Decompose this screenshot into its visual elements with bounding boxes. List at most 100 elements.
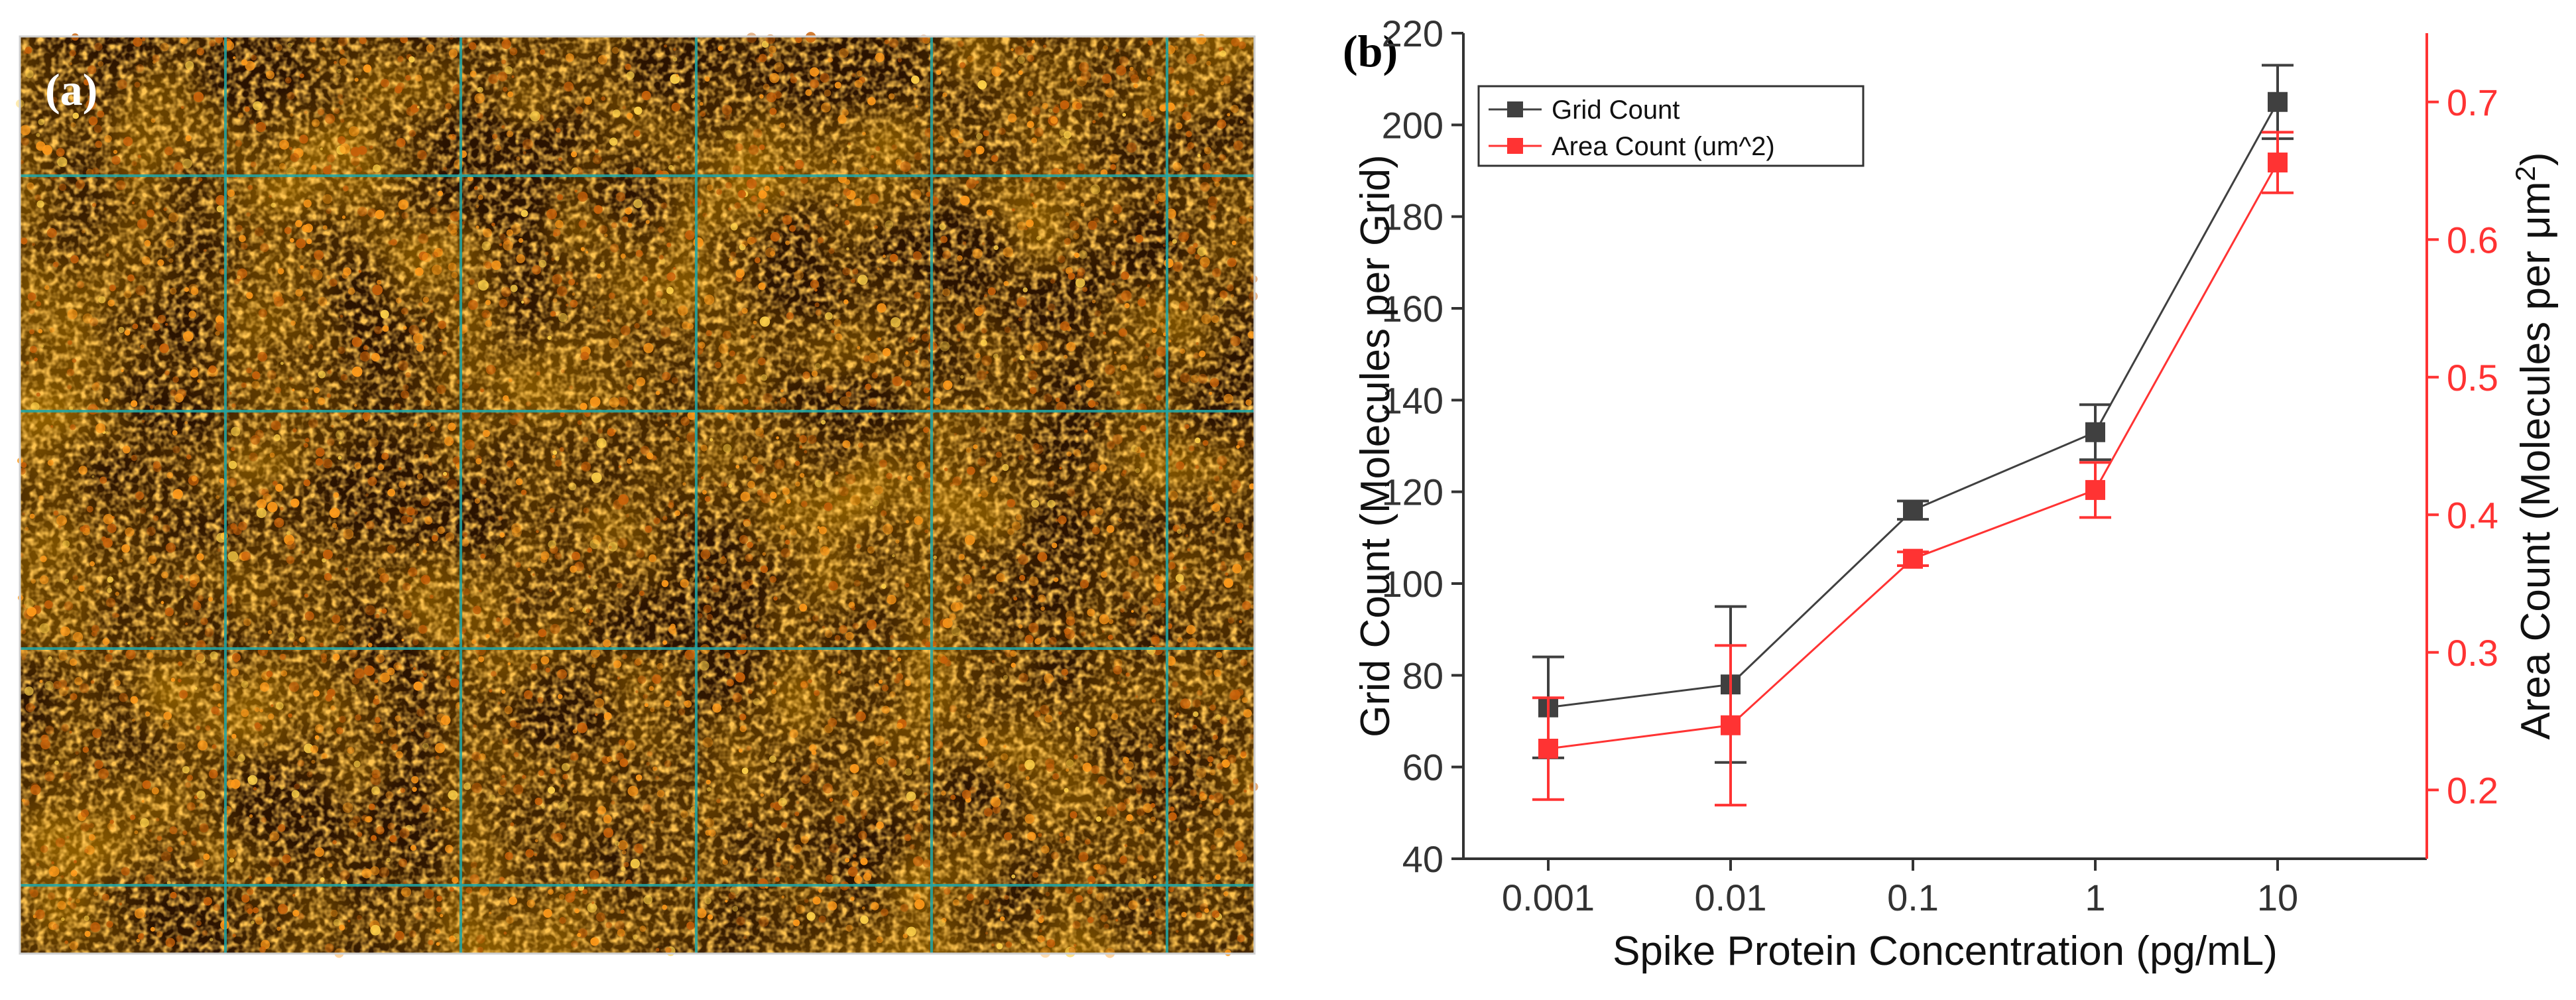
speckle [1184, 424, 1190, 429]
speckle [357, 832, 363, 838]
speckle [877, 267, 880, 271]
speckle [508, 378, 513, 383]
speckle [430, 426, 436, 432]
speckle [304, 594, 308, 598]
speckle [403, 881, 407, 885]
speckle [673, 267, 676, 270]
speckle [481, 241, 491, 251]
speckle [984, 294, 987, 298]
speckle [587, 903, 597, 913]
speckle [1223, 75, 1231, 84]
speckle [170, 678, 175, 682]
speckle [852, 790, 859, 797]
speckle [1005, 941, 1012, 948]
speckle [658, 255, 664, 260]
speckle [210, 938, 214, 942]
speckle [572, 167, 579, 175]
speckle [1156, 592, 1166, 603]
speckle [1231, 240, 1237, 245]
speckle [230, 779, 241, 789]
speckle [904, 583, 910, 588]
speckle [1213, 808, 1221, 816]
microscopy-image: (a) [15, 32, 1258, 958]
speckle [633, 934, 638, 940]
speckle [21, 462, 27, 468]
speckle [1122, 591, 1131, 599]
speckle [1056, 181, 1066, 190]
data-point [1903, 500, 1923, 521]
speckle [778, 798, 787, 806]
speckle [574, 189, 578, 193]
speckle [1169, 806, 1175, 812]
speckle [430, 207, 438, 214]
speckle [131, 454, 137, 462]
speckle [985, 932, 988, 935]
speckle [755, 624, 760, 629]
speckle [62, 771, 72, 781]
speckle [1193, 352, 1200, 359]
speckle [25, 361, 30, 365]
speckle [595, 912, 605, 922]
speckle [137, 933, 144, 940]
speckle [333, 492, 339, 498]
speckle [44, 600, 53, 609]
speckle [1128, 618, 1136, 627]
speckle [40, 845, 48, 853]
speckle [381, 78, 389, 88]
speckle [642, 298, 648, 306]
speckle [921, 333, 930, 342]
speckle [27, 182, 34, 190]
speckle [668, 164, 674, 170]
speckle [571, 151, 578, 158]
speckle [725, 670, 728, 674]
speckle [828, 248, 835, 254]
speckle [27, 607, 36, 617]
speckle [86, 99, 96, 110]
speckle [1209, 378, 1219, 387]
left-tick-label: 200 [1382, 104, 1443, 146]
speckle [1207, 491, 1213, 496]
speckle [351, 337, 362, 347]
speckle [69, 731, 72, 734]
speckle [1137, 298, 1146, 307]
speckle [104, 654, 113, 662]
speckle [1213, 792, 1224, 803]
speckle [439, 338, 442, 342]
speckle [249, 452, 258, 462]
speckle [814, 288, 818, 292]
speckle [1134, 412, 1137, 415]
speckle [1166, 208, 1176, 219]
speckle [552, 450, 558, 455]
speckle [740, 633, 747, 640]
speckle [874, 735, 885, 747]
speckle [1035, 909, 1041, 914]
speckle [1018, 317, 1022, 322]
speckle [253, 907, 259, 914]
speckle [193, 600, 199, 606]
speckle [834, 816, 841, 822]
speckle [495, 628, 500, 633]
speckle [671, 410, 678, 418]
speckle [1037, 935, 1045, 943]
speckle [347, 287, 355, 295]
speckle [450, 211, 461, 221]
speckle [130, 696, 139, 704]
speckle [1227, 617, 1235, 624]
speckle [107, 588, 113, 594]
speckle [271, 704, 274, 708]
speckle [78, 466, 88, 475]
speckle [1239, 216, 1247, 225]
speckle [401, 308, 408, 315]
speckle [401, 639, 404, 642]
speckle [45, 725, 54, 735]
speckle [1225, 572, 1229, 576]
speckle [61, 917, 65, 921]
speckle [401, 212, 409, 219]
speckle [515, 597, 522, 603]
speckle [949, 705, 957, 713]
speckle [975, 145, 985, 155]
speckle [326, 393, 332, 398]
speckle [421, 318, 426, 323]
speckle [164, 255, 168, 258]
speckle [804, 450, 808, 454]
